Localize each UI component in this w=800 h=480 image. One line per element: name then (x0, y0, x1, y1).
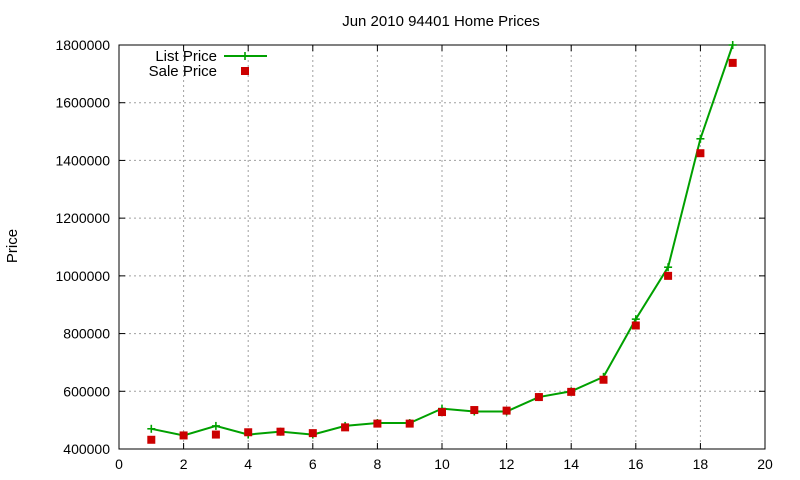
y-tick-label: 800000 (63, 326, 110, 342)
sale-price-point (631, 321, 640, 330)
sale-price-point (438, 408, 446, 417)
tick-marks (118, 44, 766, 450)
y-tick-label: 600000 (63, 383, 110, 399)
y-tick-label: 1400000 (55, 152, 110, 168)
sale-price-point (696, 149, 705, 158)
y-tick-label: 1800000 (55, 37, 110, 53)
series-sale-price (147, 58, 737, 444)
x-tick-label: 12 (499, 456, 515, 472)
x-tick-label: 8 (374, 456, 382, 472)
y-tick-label: 1200000 (55, 210, 110, 226)
sale-price-point (373, 419, 382, 428)
sale-price-point (502, 406, 511, 415)
sale-price-point (211, 430, 220, 439)
legend-swatch-sale-price (241, 67, 249, 75)
sale-price-point (179, 431, 188, 440)
sale-price-point (664, 271, 673, 280)
x-tick-label: 16 (628, 456, 644, 472)
sale-price-point (470, 406, 479, 415)
y-axis-label: Price (4, 229, 21, 263)
x-tick-label: 10 (434, 456, 450, 472)
x-tick-label: 18 (693, 456, 709, 472)
sale-price-point (244, 428, 253, 437)
legend-label-list-price: List Price (155, 48, 217, 65)
sale-price-point (308, 429, 317, 438)
sale-price-point (276, 427, 285, 436)
sale-price-point (599, 375, 608, 384)
y-tick-label: 400000 (63, 441, 110, 457)
y-tick-label: 1600000 (55, 95, 110, 111)
x-tick-label: 2 (180, 456, 188, 472)
x-tick-label: 20 (757, 456, 773, 472)
x-tick-label: 6 (309, 456, 317, 472)
sale-price-point (147, 435, 156, 444)
sale-price-point (405, 419, 414, 428)
x-tick-label: 4 (244, 456, 252, 472)
grid (119, 45, 765, 449)
sale-price-point (567, 387, 576, 396)
x-tick-label: 0 (115, 456, 123, 472)
series (147, 41, 737, 444)
y-tick-label: 1000000 (55, 268, 110, 284)
chart-title: Jun 2010 94401 Home Prices (342, 13, 540, 30)
legend-label-sale-price: Sale Price (149, 63, 217, 80)
sale-price-point (728, 58, 737, 67)
x-tick-label: 14 (563, 456, 579, 472)
plot-frame (118, 44, 766, 450)
sale-price-point (341, 423, 350, 432)
tick-labels: 0 2 4 6 8 10 12 14 16 18 20 400000 600000 800000 10000… (55, 37, 773, 472)
sale-price-point (534, 393, 543, 402)
